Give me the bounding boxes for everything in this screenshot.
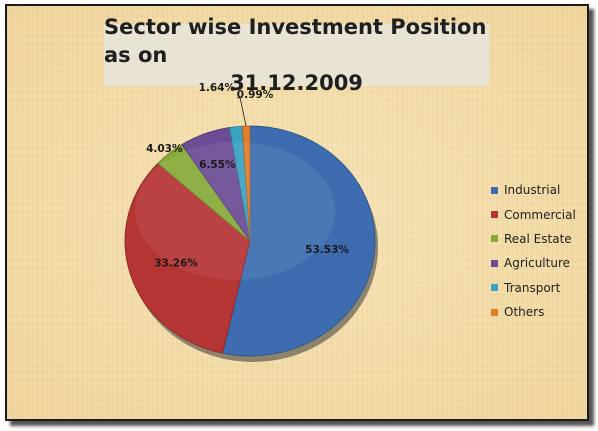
legend-label: Industrial	[504, 183, 561, 198]
data-label-agriculture: 6.55%	[199, 159, 236, 171]
data-label-commercial: 33.26%	[154, 257, 198, 269]
legend-label: Agriculture	[504, 256, 570, 271]
pie-slice-industrial	[222, 125, 376, 357]
legend-label: Real Estate	[504, 231, 572, 246]
data-label-industrial: 53.53%	[305, 244, 349, 256]
legend: Industrial Commercial Real Estate Agricu…	[491, 178, 576, 324]
leader-line-others	[237, 97, 247, 127]
legend-swatch	[491, 284, 498, 292]
legend-item-commercial: Commercial	[491, 202, 576, 226]
pie-highlight	[135, 142, 335, 280]
legend-item-others: Others	[491, 300, 576, 324]
legend-item-industrial: Industrial	[491, 178, 576, 202]
chart-title-line-2: 31.12.2009	[230, 71, 363, 95]
legend-swatch	[491, 259, 498, 267]
legend-swatch	[491, 308, 498, 316]
legend-label: Others	[504, 305, 545, 320]
legend-swatch	[491, 235, 498, 243]
legend-item-transport: Transport	[491, 276, 576, 300]
legend-item-real-estate: Real Estate	[491, 227, 576, 251]
legend-item-agriculture: Agriculture	[491, 251, 576, 275]
legend-label: Commercial	[504, 207, 576, 222]
chart-title: Sector wise Investment Position as on 31…	[104, 15, 489, 95]
legend-label: Transport	[504, 280, 561, 295]
data-label-others: 0.99%	[237, 89, 274, 101]
pie-slice-commercial	[124, 162, 251, 354]
chart-title-line-1: Sector wise Investment Position as on	[104, 15, 487, 67]
data-label-real-estate: 4.03%	[146, 143, 183, 155]
legend-swatch	[491, 211, 498, 219]
data-label-transport: 1.64%	[199, 82, 236, 94]
legend-swatch	[491, 186, 498, 194]
